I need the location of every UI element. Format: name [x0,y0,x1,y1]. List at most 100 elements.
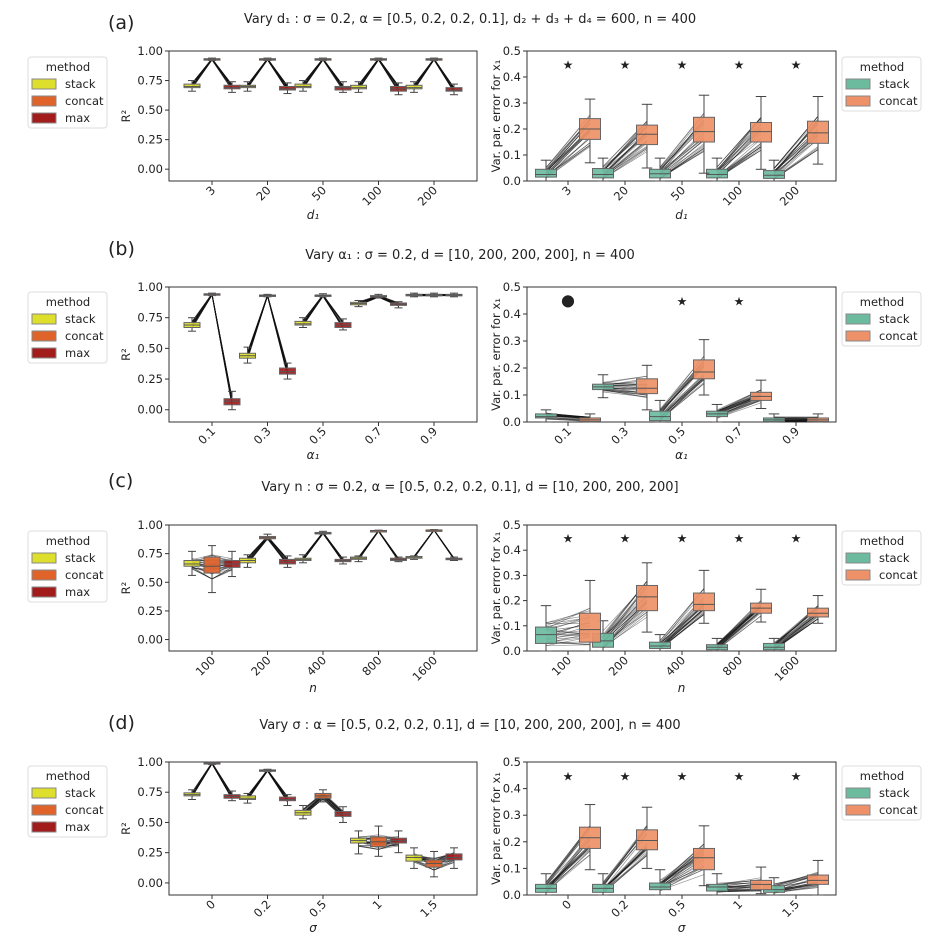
y-tick-label: 0.50 [137,103,163,117]
paired-line [602,389,648,398]
panel-row-a: (a) Vary d₁ : σ = 0.2, α = [0.5, 0.2, 0.2… [27,12,922,222]
box-concat [579,98,601,164]
box-concat [314,293,332,298]
significance-marker: ★ [734,58,745,72]
left-legend: method stack concat max [27,291,108,364]
paired-line [716,610,762,649]
box [750,122,772,143]
box-stack [183,80,201,92]
legend-entry-stack: stack [65,77,96,91]
box [535,626,557,644]
box-max [445,292,463,298]
box [693,359,715,380]
x-axis-label: σ [309,921,317,935]
box [649,882,671,891]
box-max [223,81,241,93]
box-stack [405,555,423,560]
box-max [223,390,241,411]
box [350,84,367,90]
box-stack [239,792,256,804]
subplot-title: Vary α₁ : σ = 0.2, d = [10, 200, 200, 20… [305,248,635,263]
box-concat [693,569,715,624]
y-tick-label: 0.3 [503,96,521,110]
paired-line [659,378,705,417]
x-axis-label: d₁ [675,208,688,222]
paired-line [773,614,819,649]
paired-line [773,612,819,647]
paired-line [545,845,591,888]
box-stack [183,317,201,332]
box-stack [649,869,671,896]
paired-line [659,608,705,648]
paired-line [716,607,762,646]
y-axis-label: Var. par. error for x₁ [489,298,503,411]
box [223,398,241,406]
significance-marker: ★ [563,58,574,72]
box-stack [592,157,614,182]
x-tick-label: 1 [370,897,385,912]
paired-line [602,375,648,383]
paired-line [545,137,591,175]
box-stack [535,159,557,182]
legend-swatch-stack [31,78,57,90]
box-max [390,556,407,563]
y-tick-label: 0.3 [503,334,521,348]
y-tick-label: 0.50 [137,575,163,589]
box [649,410,671,422]
box [294,320,312,326]
panel-label: (c) [108,470,133,492]
legend-swatch-stack [845,78,871,90]
box-concat [425,850,443,878]
paired-line [545,607,591,629]
box-concat [425,529,443,532]
legend-swatch-stack [31,313,57,325]
plot-area [526,50,837,182]
paired-line [602,843,648,890]
left-axes: 0.00 0.25 0.50 0.75 1.00 R² 3 20 50 100 200 d₁ [119,44,478,222]
legend-entry-concat: concat [65,329,104,343]
paired-line [602,391,648,398]
y-tick-label: 0.75 [137,785,163,799]
y-tick-label: 0.00 [137,633,163,647]
legend-entry-stack: stack [65,551,96,565]
paired-line [716,137,762,171]
paired-line [659,609,705,648]
box-max [279,362,296,380]
y-tick-label: 0.00 [137,403,163,417]
y-tick-label: 0.75 [137,74,163,88]
y-axis-label: Var. par. error for x₁ [489,60,503,173]
box-stack [649,157,671,182]
legend-entry-max: max [65,111,90,125]
legend-swatch-max [31,112,57,124]
legend-swatch-stack [845,787,871,799]
box [693,116,715,143]
box-max [279,82,296,95]
legend-swatch-concat [31,569,57,581]
x-tick-label: 50 [309,183,329,203]
box-concat [750,866,772,895]
box-concat [314,530,332,535]
x-tick-label: 0.5 [665,424,688,447]
box-concat [259,57,276,61]
box-stack [294,80,312,92]
paired-line [602,851,648,889]
right-legend: method stack concat [841,56,922,112]
box [579,612,601,643]
box-max [279,794,296,807]
x-tick-label: 1.5 [417,897,440,920]
legend-title: method [860,295,904,309]
paired-line [716,877,762,886]
paired-line [773,614,819,646]
y-tick-label: 0.2 [503,835,521,849]
paired-line [545,846,591,888]
x-axis-label: d₁ [307,208,320,222]
x-tick-label: 400 [304,653,329,678]
paired-line [773,871,819,887]
box-stack [763,413,785,423]
paired-line [602,849,648,890]
panel-row-c: (c) Vary n : σ = 0.2, α = [0.5, 0.2, 0.2,… [27,470,922,695]
